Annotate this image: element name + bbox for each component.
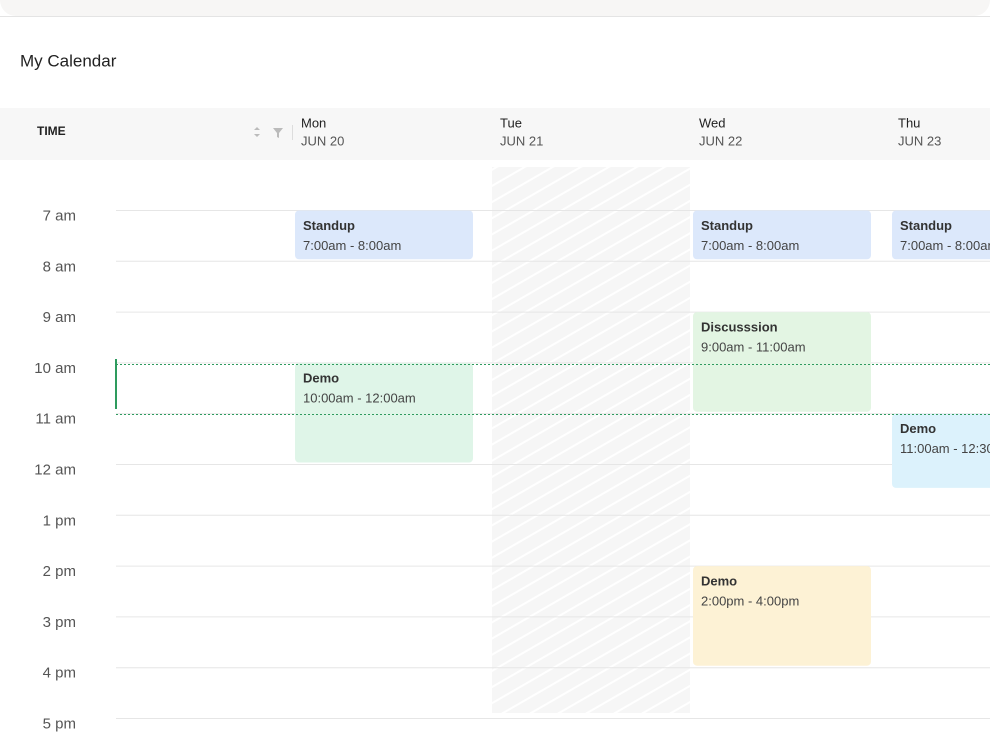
event-title: Demo [900, 421, 936, 436]
day-name[interactable]: Thu [898, 115, 920, 130]
unavailable-day [492, 167, 690, 713]
event-title: Demo [303, 370, 339, 385]
day-name[interactable]: Mon [301, 115, 326, 130]
current-range-bar [115, 359, 117, 409]
event-box [693, 210, 871, 260]
hour-label: 2 pm [43, 563, 76, 580]
event[interactable]: Standup 7:00am - 8:00am [295, 210, 473, 260]
event-time: 2:00pm - 4:00pm [701, 594, 799, 609]
hour-label: 12 am [34, 461, 76, 478]
event-box [693, 312, 871, 412]
event-title: Standup [701, 218, 753, 233]
day-name[interactable]: Wed [699, 115, 726, 130]
hour-label: 9 am [43, 309, 76, 326]
event-time: 7:00am - 8:00am [303, 238, 401, 253]
page-title: My Calendar [20, 51, 117, 70]
event-time: 9:00am - 11:00am [701, 340, 806, 355]
day-name[interactable]: Tue [500, 115, 522, 130]
event-box [892, 413, 990, 488]
event-title: Standup [900, 218, 952, 233]
event-time: 10:00am - 12:00am [303, 390, 416, 405]
event-time: 7:00am - 8:00am [701, 238, 799, 253]
event-box [693, 566, 871, 666]
day-date: JUN 20 [301, 133, 344, 148]
event-box [295, 210, 473, 260]
event[interactable]: Demo 10:00am - 12:00am [295, 362, 473, 463]
event-title: Demo [701, 574, 737, 589]
hour-label: 5 pm [43, 715, 76, 732]
day-date: JUN 21 [500, 133, 543, 148]
event[interactable]: Demo 2:00pm - 4:00pm [693, 566, 871, 666]
hour-label: 4 pm [43, 665, 76, 682]
day-date: JUN 23 [898, 133, 941, 148]
event[interactable]: Demo 11:00am - 12:30pm [892, 413, 990, 488]
event-box [892, 210, 990, 260]
time-header: TIME [37, 124, 66, 138]
event[interactable]: Standup 7:00am - 8:00am [892, 210, 990, 260]
hour-label: 1 pm [43, 512, 76, 529]
hour-label: 8 am [43, 258, 76, 275]
filter-icon[interactable] [273, 128, 283, 138]
event-title: Standup [303, 218, 355, 233]
event-box [295, 362, 473, 463]
top-bar [0, 0, 990, 16]
hour-label: 3 pm [43, 614, 76, 631]
event[interactable]: Standup 7:00am - 8:00am [693, 210, 871, 260]
sort-icon[interactable] [254, 127, 260, 137]
events: Standup 7:00am - 8:00am Demo 10:00am - 12:0… [295, 210, 990, 666]
event-time: 7:00am - 8:00am [900, 238, 990, 253]
day-date: JUN 22 [699, 133, 742, 148]
header-row [0, 108, 990, 160]
event-time: 11:00am - 12:30pm [900, 441, 990, 456]
hour-label: 7 am [43, 207, 76, 224]
hour-label: 10 am [34, 360, 76, 377]
hour-label: 11 am [35, 411, 76, 428]
event-title: Discusssion [701, 320, 778, 335]
event[interactable]: Discusssion 9:00am - 11:00am [693, 312, 871, 412]
